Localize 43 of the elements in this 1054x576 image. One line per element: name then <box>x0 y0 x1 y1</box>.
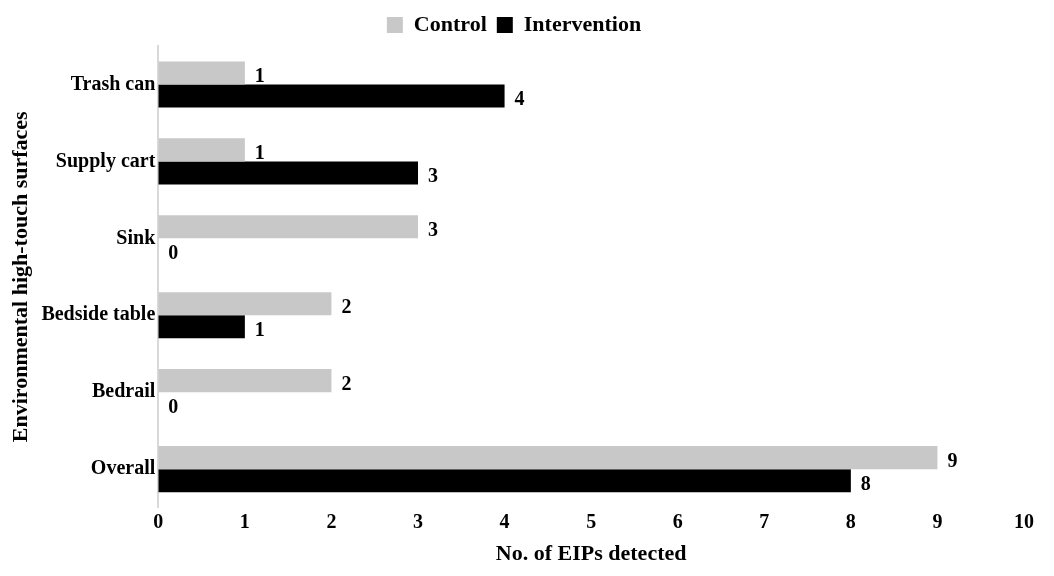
data-label: 1 <box>254 317 265 340</box>
y-tick-label: Overall <box>90 456 156 479</box>
x-tick-label: 3 <box>413 509 424 532</box>
bar <box>158 446 938 470</box>
data-label: 1 <box>254 64 265 87</box>
data-label: 3 <box>428 164 439 187</box>
y-tick-label: Supply cart <box>55 148 156 172</box>
data-label: 0 <box>168 241 179 264</box>
data-label: 2 <box>341 371 352 394</box>
y-axis-title: Environmental high-touch surfaces <box>6 110 32 443</box>
x-tick-label: 5 <box>586 509 597 532</box>
data-label: 1 <box>254 141 265 164</box>
bar <box>158 369 332 393</box>
x-tick-label: 7 <box>759 509 770 532</box>
bar <box>158 469 851 493</box>
y-tick-label: Trash can <box>70 71 156 94</box>
bar <box>158 61 245 85</box>
data-label: 2 <box>341 294 352 317</box>
bar <box>158 292 332 316</box>
data-label: 9 <box>947 448 958 471</box>
y-tick-label: Sink <box>116 225 157 248</box>
bar <box>158 84 505 108</box>
x-tick-label: 10 <box>1014 509 1034 532</box>
bar <box>158 315 245 339</box>
legend-label: Intervention <box>523 10 642 36</box>
bar <box>158 161 419 185</box>
bar <box>158 215 419 239</box>
x-tick-label: 4 <box>499 509 510 532</box>
data-label: 4 <box>514 87 525 110</box>
x-tick-label: 8 <box>845 509 856 532</box>
x-tick-label: 0 <box>153 509 164 532</box>
legend-label: Control <box>413 10 487 36</box>
data-label: 8 <box>860 471 871 494</box>
x-tick-label: 9 <box>932 509 943 532</box>
x-tick-label: 1 <box>239 509 250 532</box>
x-axis-title: No. of EIPs detected <box>495 540 687 566</box>
y-tick-label: Bedside table <box>41 302 156 325</box>
x-tick-label: 2 <box>326 509 337 532</box>
bar <box>158 138 245 162</box>
data-label: 3 <box>428 217 439 240</box>
x-tick-label: 6 <box>672 509 683 532</box>
y-tick-label: Bedrail <box>91 379 156 402</box>
data-label: 0 <box>168 394 179 417</box>
